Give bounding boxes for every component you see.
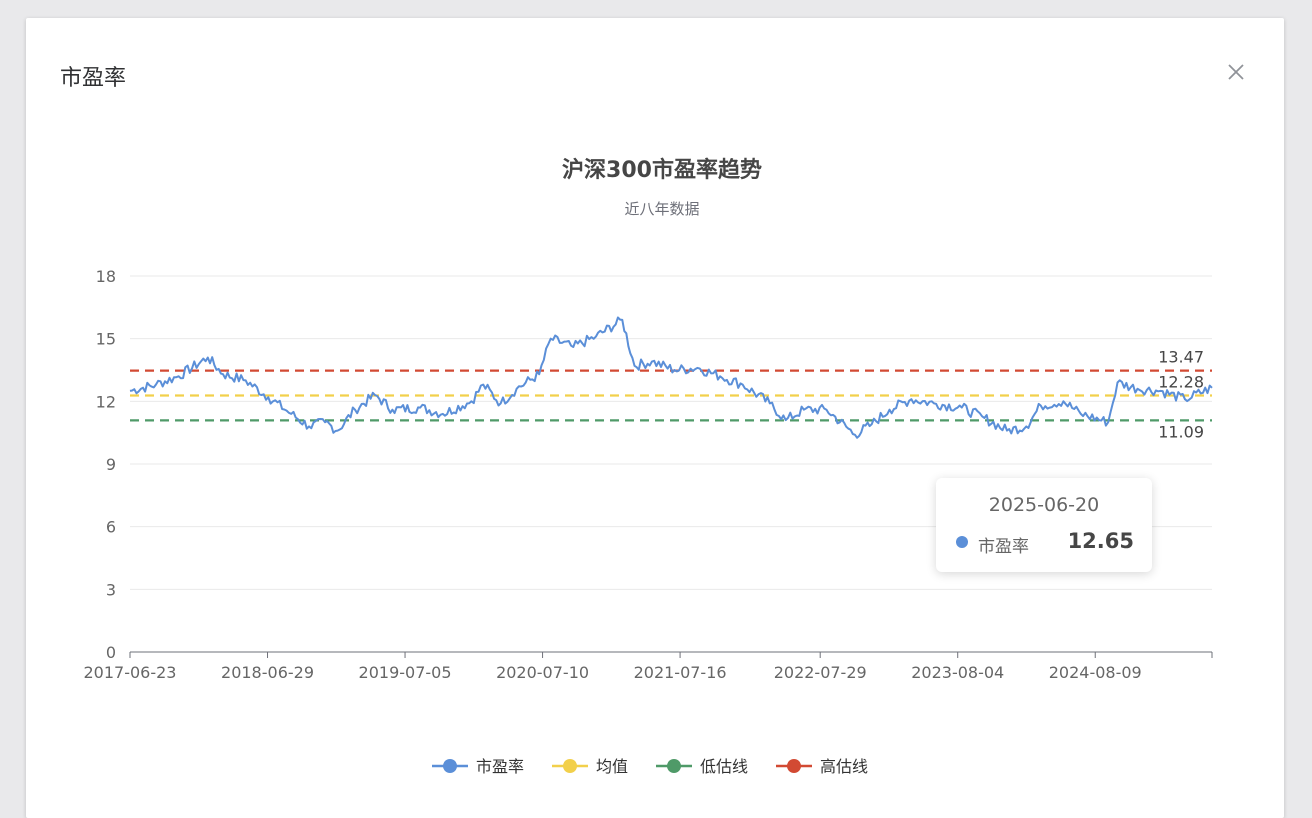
legend-pe-marker xyxy=(443,759,457,773)
reference-value-label: 11.09 xyxy=(1158,422,1204,441)
x-tick-label: 2024-08-09 xyxy=(1049,663,1142,682)
reference-lines: 13.47 12.28 11.09 xyxy=(130,348,1212,441)
x-tick-label: 2018-06-29 xyxy=(221,663,314,682)
reference-value-label: 13.47 xyxy=(1158,348,1204,367)
x-tick-label: 2021-07-16 xyxy=(634,663,727,682)
y-tick-label: 6 xyxy=(106,518,116,537)
tooltip-series-label: 市盈率 xyxy=(978,537,1029,557)
chart-tooltip: 2025-06-20 市盈率 12.65 xyxy=(936,478,1152,572)
reference-value-label: 12.28 xyxy=(1158,372,1204,391)
pe-dialog: 市盈率 xyxy=(26,18,1284,818)
y-tick-label: 9 xyxy=(106,455,116,474)
chart-subtitle: 近八年数据 xyxy=(624,200,699,218)
legend-mean-label: 均值 xyxy=(596,757,628,776)
dialog-title: 市盈率 xyxy=(60,66,127,91)
y-tick-label: 12 xyxy=(96,392,116,411)
tooltip-series-dot xyxy=(956,536,968,548)
legend-low-label: 低估线 xyxy=(700,757,748,776)
x-tick-label: 2019-07-05 xyxy=(359,663,452,682)
x-tick-label: 2020-07-10 xyxy=(496,663,589,682)
x-tick-label: 2022-07-29 xyxy=(774,663,867,682)
y-tick-label: 15 xyxy=(96,330,116,349)
legend: 市盈率 均值 低估线 高估线 xyxy=(432,757,868,776)
y-tick-label: 0 xyxy=(106,643,116,662)
series-layer xyxy=(129,316,1213,439)
legend-pe-label: 市盈率 xyxy=(476,757,524,776)
y-tick-label: 3 xyxy=(106,580,116,599)
x-tick-label: 2023-08-04 xyxy=(911,663,1004,682)
legend-high-label: 高估线 xyxy=(820,757,868,776)
pe-series-line xyxy=(129,316,1213,439)
y-tick-label: 18 xyxy=(96,267,116,286)
close-icon[interactable] xyxy=(1224,60,1248,84)
tooltip-date: 2025-06-20 xyxy=(988,494,1100,516)
legend-mean-marker xyxy=(563,759,577,773)
legend-high-marker xyxy=(787,759,801,773)
x-tick-label: 2017-06-23 xyxy=(84,663,177,682)
chart-title: 沪深300市盈率趋势 xyxy=(562,157,762,183)
axis-layer: 0 3 6 9 12 15 18 2017-06-23 2018-06-29 2019-07-05… xyxy=(84,267,1213,682)
legend-low-marker xyxy=(667,759,681,773)
tooltip-value: 12.65 xyxy=(1067,529,1134,553)
